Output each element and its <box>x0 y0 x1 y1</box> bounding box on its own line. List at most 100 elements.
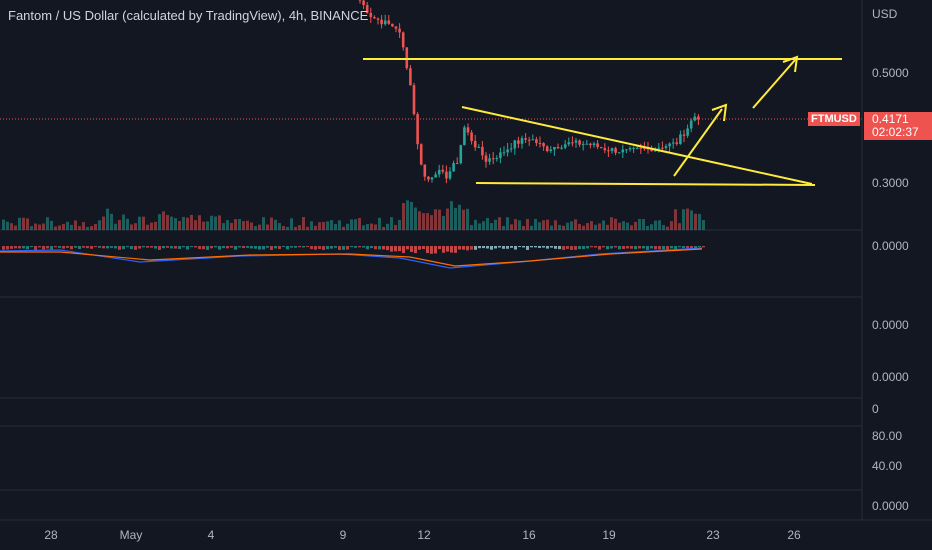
candle-body <box>571 142 574 144</box>
arrow-1[interactable] <box>673 108 723 177</box>
candle-body <box>542 143 545 147</box>
volume-bar <box>110 213 113 230</box>
volume-bar <box>174 218 177 230</box>
macd-histogram-bar <box>230 246 233 248</box>
macd-histogram-bar <box>466 246 469 251</box>
macd-histogram-bar <box>346 246 349 250</box>
macd-histogram-bar <box>454 246 457 253</box>
macd-histogram-bar <box>126 246 129 248</box>
macd-histogram-bar <box>578 246 581 250</box>
macd-histogram-bar <box>210 246 213 249</box>
volume-bar <box>678 223 681 230</box>
macd-histogram-bar <box>266 246 269 248</box>
macd-histogram-bar <box>50 246 53 250</box>
macd-histogram-bar <box>250 246 253 249</box>
candle-body <box>506 149 509 153</box>
volume-bar <box>694 213 697 230</box>
volume-bar <box>394 224 397 230</box>
macd-histogram-bar <box>594 246 597 248</box>
macd-histogram-bar <box>182 246 185 248</box>
volume-bar <box>562 225 565 230</box>
macd-histogram-bar <box>458 246 461 250</box>
macd-histogram-bar <box>462 246 465 250</box>
volume-bar <box>274 219 277 230</box>
macd-histogram-bar <box>262 246 265 250</box>
volume-bar <box>682 209 685 230</box>
candle-body <box>549 149 553 152</box>
macd-histogram-bar <box>134 246 137 250</box>
drawings-layer[interactable] <box>363 55 842 186</box>
volume-bar <box>574 219 577 230</box>
pane5-label: 0.0000 <box>872 499 909 513</box>
candle-body <box>409 68 412 86</box>
macd-histogram-bar <box>222 246 225 249</box>
candle-body <box>488 158 491 162</box>
macd-histogram-bar <box>30 246 33 248</box>
volume-bar <box>270 217 273 230</box>
time-tick-19: 19 <box>602 528 616 542</box>
macd-histogram-bar <box>150 246 153 248</box>
macd-histogram-bar <box>206 246 209 250</box>
candle-body <box>689 120 693 129</box>
macd-histogram-bar <box>534 246 537 248</box>
pane4-upper-label: 80.00 <box>872 429 902 443</box>
macd-histogram-bar <box>90 246 93 249</box>
macd-histogram-bar <box>410 246 413 252</box>
support-line[interactable] <box>475 182 816 186</box>
volume-bar <box>250 222 253 230</box>
macd-histogram-bar <box>378 246 381 250</box>
candle-body <box>481 146 484 156</box>
macd-histogram-bar <box>670 246 673 249</box>
time-axis[interactable]: 28 May 4 9 12 16 19 23 26 <box>44 528 801 542</box>
descending-trendline[interactable] <box>461 106 813 185</box>
macd-histogram-bar <box>690 246 693 250</box>
time-tick-9: 9 <box>340 528 347 542</box>
macd-histogram-bar <box>34 246 37 250</box>
macd-histogram-bar <box>558 246 561 250</box>
macd-histogram-bar <box>278 246 281 249</box>
candle-body <box>423 164 427 177</box>
candle-body <box>470 132 473 141</box>
volume-bar <box>6 221 9 230</box>
volume-bar <box>126 218 129 230</box>
volume-bar <box>570 221 573 230</box>
macd-histogram-bar <box>98 246 101 248</box>
macd-histogram-bar <box>498 246 501 248</box>
macd-histogram-bar <box>626 246 629 249</box>
macd-histogram-bar <box>202 246 205 250</box>
candle-body <box>563 144 567 148</box>
time-tick-28: 28 <box>44 528 58 542</box>
macd-histogram-bar <box>650 246 653 249</box>
pane-separators <box>0 229 862 491</box>
macd-histogram-bar <box>78 246 81 250</box>
volume-bar <box>494 219 497 230</box>
volume-bar <box>138 216 141 230</box>
candle-body <box>686 128 689 136</box>
price-tick-0500: 0.5000 <box>872 66 909 80</box>
macd-histogram-bar <box>122 246 125 250</box>
macd-histogram-bar <box>402 246 405 254</box>
pane2-lower-label: 0.0000 <box>872 370 909 384</box>
macd-histogram-bar <box>258 246 261 250</box>
macd-histogram-bar <box>186 246 189 250</box>
macd-histogram-bar <box>598 246 601 250</box>
macd-histogram-bar <box>522 246 525 248</box>
candle-body <box>376 18 380 20</box>
time-tick-16: 16 <box>522 528 536 542</box>
candle-body <box>477 146 481 148</box>
candle-body <box>621 149 625 153</box>
volume-bar <box>182 216 185 230</box>
candle-body <box>635 147 639 149</box>
volume-bar <box>502 226 505 230</box>
volume-bar <box>218 215 221 230</box>
volume-bar <box>54 226 57 230</box>
volume-bar <box>482 221 485 230</box>
arrow-2[interactable] <box>752 59 796 109</box>
macd-histogram-bar <box>474 246 477 250</box>
volume-bar <box>14 225 17 230</box>
volume-bars <box>2 200 705 230</box>
macd-histogram-bar <box>614 246 617 248</box>
macd-histogram-bar <box>246 246 249 248</box>
macd-histogram-bar <box>286 246 289 250</box>
